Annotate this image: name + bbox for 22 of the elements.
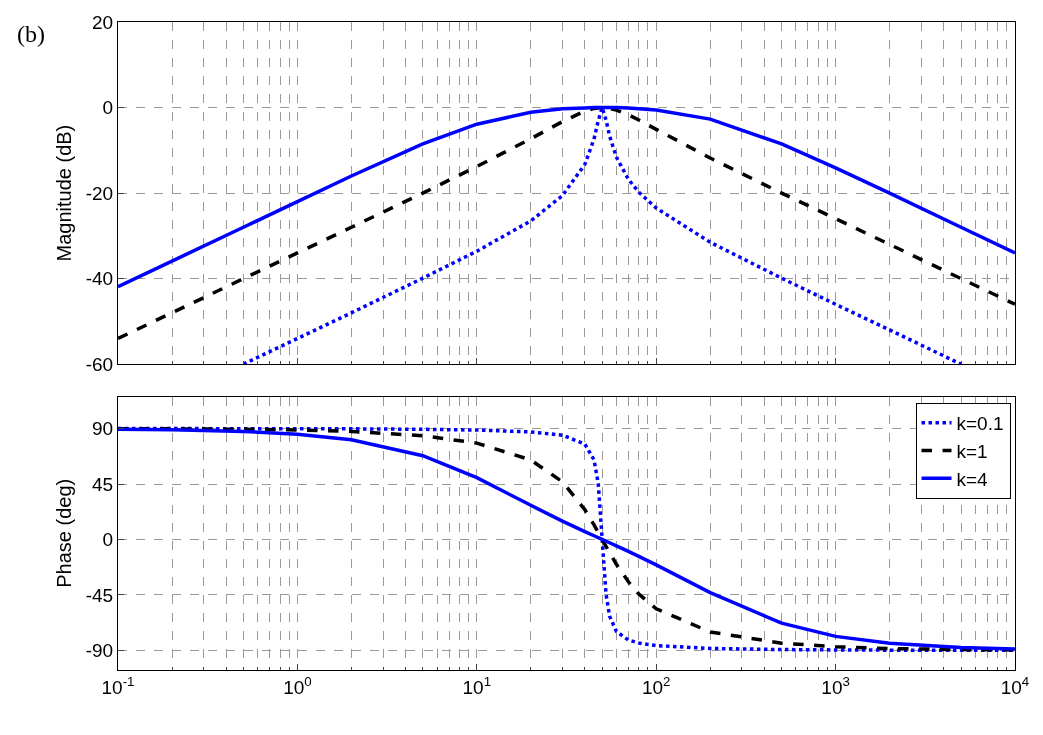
y-tick-label: 0 — [102, 529, 114, 551]
text: (b) — [17, 21, 45, 47]
y-tick-label: -40 — [85, 268, 114, 290]
y-tick-label: -20 — [85, 182, 114, 204]
x-tick-label: 10$^{1}$ — [462, 673, 492, 698]
x-tick-label: 10$^{2}$ — [641, 673, 671, 698]
legend-label: k=0.1 — [956, 413, 1004, 435]
y-tick-label: 0 — [102, 97, 114, 119]
y-axis-title: Phase (deg) — [53, 478, 76, 588]
x-tick-label: 10$^{0}$ — [283, 673, 312, 698]
y-tick-label: -45 — [85, 584, 114, 606]
legend-label: k=4 — [956, 468, 989, 490]
x-tick-label: 10$^{3}$ — [821, 673, 850, 698]
y-axis-title: Magnitude (dB) — [53, 124, 76, 262]
y-tick-label: -60 — [85, 353, 114, 375]
x-tick-label: 10$^{-1}$ — [101, 673, 135, 698]
x-tick-label: 10$^{4}$ — [1000, 673, 1030, 698]
y-tick-label: 20 — [92, 11, 114, 33]
legend-label: k=1 — [956, 440, 988, 462]
y-tick-label: 45 — [92, 473, 114, 495]
y-tick-label: -90 — [85, 639, 114, 661]
y-tick-label: 90 — [92, 418, 114, 440]
